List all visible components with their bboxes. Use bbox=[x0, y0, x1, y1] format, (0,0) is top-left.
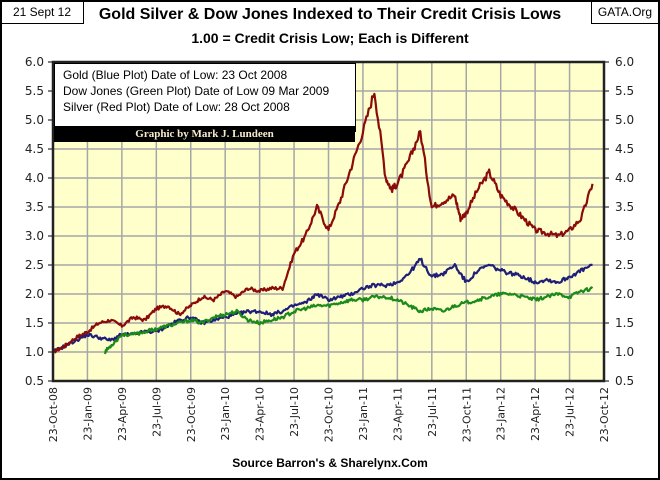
y-tick-label-right: 5.5 bbox=[615, 84, 634, 98]
y-tick-label-left: 5.5 bbox=[25, 84, 44, 98]
y-tick-label-right: 2.0 bbox=[615, 287, 634, 301]
x-tick-label: 23-Jul-12 bbox=[564, 387, 577, 437]
y-tick-label-left: 2.5 bbox=[25, 258, 44, 272]
x-tick-label: 23-Apr-10 bbox=[254, 387, 267, 441]
x-tick-label: 23-Apr-11 bbox=[391, 387, 404, 441]
x-tick-label: 23-Oct-10 bbox=[323, 387, 336, 442]
org-label: GATA.Org bbox=[591, 1, 658, 24]
x-tick-label: 23-Oct-11 bbox=[460, 387, 473, 442]
x-tick-label: 23-Jan-12 bbox=[495, 387, 508, 441]
source-note: Source Barron's & Sharelynx.Com bbox=[232, 456, 428, 470]
legend-entry-silver: Silver (Red Plot) Date of Low: 28 Oct 20… bbox=[63, 100, 290, 114]
chart-subtitle: 1.00 = Credit Crisis Low; Each is Differ… bbox=[191, 30, 469, 46]
y-tick-label-right: 3.0 bbox=[615, 229, 634, 243]
x-tick-label: 23-Jan-11 bbox=[357, 387, 370, 441]
x-tick-label: 23-Jan-10 bbox=[219, 387, 232, 441]
legend-entry-dow: Dow Jones (Green Plot) Date of Low 09 Ma… bbox=[63, 84, 330, 98]
y-tick-label-left: 1.0 bbox=[25, 345, 44, 359]
y-tick-label-right: 1.0 bbox=[615, 345, 634, 359]
x-tick-label: 23-Apr-12 bbox=[529, 387, 542, 441]
y-tick-label-left: 6.0 bbox=[25, 55, 44, 69]
y-tick-label-right: 4.0 bbox=[615, 171, 634, 185]
y-tick-label-right: 5.0 bbox=[615, 113, 634, 127]
graphic-credit: Graphic by Mark J. Lundeen bbox=[54, 126, 355, 142]
legend-box: Gold (Blue Plot) Date of Low: 23 Oct 200… bbox=[54, 63, 356, 132]
y-tick-label-right: 1.5 bbox=[615, 316, 634, 330]
y-tick-label-left: 5.0 bbox=[25, 113, 44, 127]
y-tick-label-left: 3.0 bbox=[25, 229, 44, 243]
y-tick-label-left: 1.5 bbox=[25, 316, 44, 330]
x-tick-label: 23-Oct-09 bbox=[185, 387, 198, 442]
y-tick-label-right: 4.5 bbox=[615, 142, 634, 156]
x-tick-label: 23-Jan-09 bbox=[81, 387, 94, 441]
y-tick-label-left: 4.0 bbox=[25, 171, 44, 185]
x-tick-label: 23-Apr-09 bbox=[116, 387, 129, 441]
y-tick-label-right: 0.5 bbox=[615, 374, 634, 388]
y-tick-label-right: 3.5 bbox=[615, 200, 634, 214]
y-tick-label-left: 2.0 bbox=[25, 287, 44, 301]
x-tick-label: 23-Jul-10 bbox=[288, 387, 301, 437]
plot-border bbox=[51, 60, 606, 383]
series-line-dow bbox=[103, 286, 594, 355]
y-tick-label-left: 0.5 bbox=[25, 374, 44, 388]
y-tick-label-right: 2.5 bbox=[615, 258, 634, 272]
date-label: 21 Sept 12 bbox=[1, 1, 84, 24]
x-tick-label: 23-Jul-11 bbox=[426, 387, 439, 437]
y-tick-label-left: 4.5 bbox=[25, 142, 44, 156]
legend-entry-gold: Gold (Blue Plot) Date of Low: 23 Oct 200… bbox=[63, 68, 288, 82]
series-line-silver bbox=[52, 92, 594, 354]
chart-title: Gold Silver & Dow Jones Indexed to Their… bbox=[98, 6, 562, 23]
y-tick-label-right: 6.0 bbox=[615, 55, 634, 69]
x-tick-label: 23-Oct-12 bbox=[598, 387, 611, 442]
y-tick-label-left: 3.5 bbox=[25, 200, 44, 214]
x-tick-label: 23-Jul-09 bbox=[150, 387, 163, 437]
x-tick-label: 23-Oct-08 bbox=[47, 387, 60, 442]
